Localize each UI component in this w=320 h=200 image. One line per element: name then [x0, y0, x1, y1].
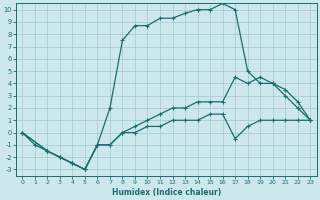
X-axis label: Humidex (Indice chaleur): Humidex (Indice chaleur): [112, 188, 221, 197]
